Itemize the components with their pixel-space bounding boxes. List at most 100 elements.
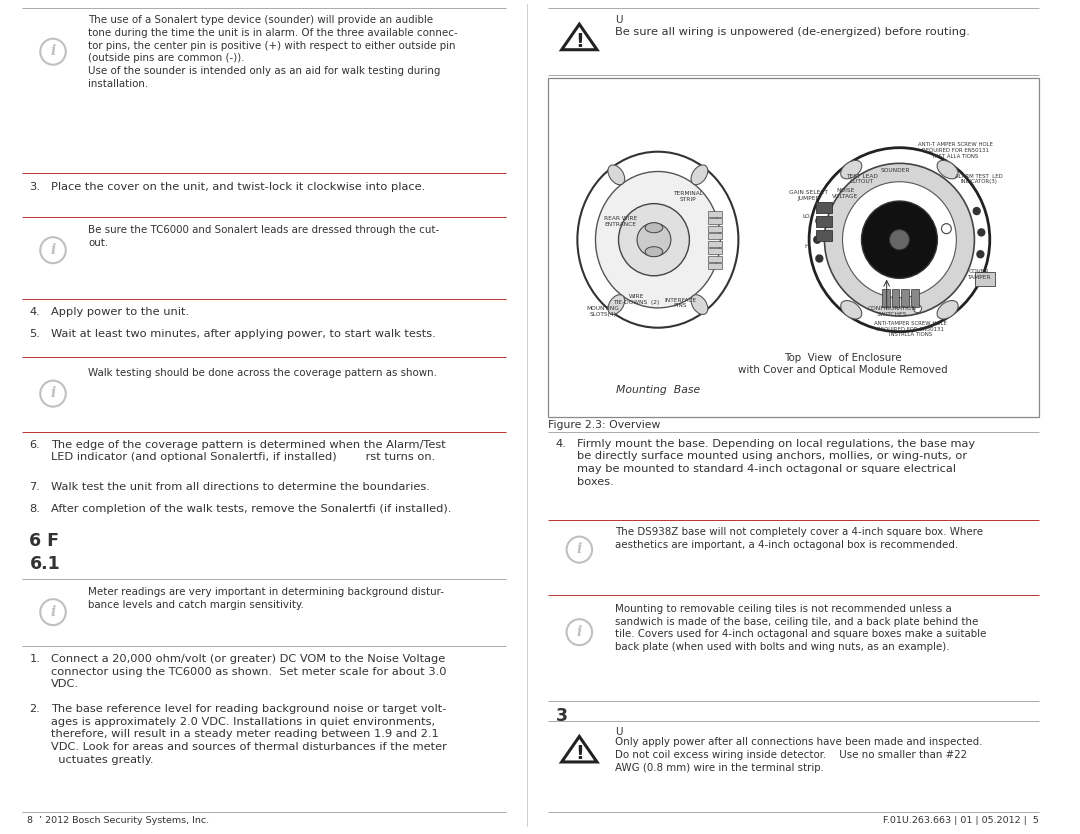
Text: Meter readings are very important in determining background distur-
bance levels: Meter readings are very important in det… — [89, 587, 444, 610]
Bar — [707, 219, 721, 224]
Circle shape — [977, 251, 984, 258]
Circle shape — [942, 224, 951, 234]
Circle shape — [842, 182, 957, 298]
Text: i: i — [51, 386, 56, 400]
Ellipse shape — [840, 300, 862, 319]
Ellipse shape — [645, 223, 663, 233]
Text: COVER
TAMPER: COVER TAMPER — [967, 269, 990, 280]
Text: ALARM TEST  LED
INDICATOR(3): ALARM TEST LED INDICATOR(3) — [955, 173, 1003, 184]
Bar — [707, 211, 721, 217]
Text: REAR WIRE
ENTRANCE: REAR WIRE ENTRANCE — [604, 216, 637, 227]
Circle shape — [815, 255, 823, 262]
Text: Top  View  of Enclosure
with Cover and Optical Module Removed: Top View of Enclosure with Cover and Opt… — [738, 354, 947, 375]
Text: i: i — [577, 625, 582, 639]
Ellipse shape — [691, 165, 707, 184]
Text: Mounting to removable ceiling tiles is not recommended unless a
sandwich is made: Mounting to removable ceiling tiles is n… — [615, 604, 986, 652]
Ellipse shape — [637, 223, 671, 256]
Bar — [816, 202, 832, 213]
Text: Apply power to the unit.: Apply power to the unit. — [51, 307, 189, 317]
Text: 3: 3 — [556, 707, 568, 726]
Ellipse shape — [937, 160, 958, 178]
Circle shape — [809, 148, 989, 332]
Ellipse shape — [608, 165, 624, 184]
Text: CONFIGURATION
SWITCHES: CONFIGURATION SWITCHES — [867, 306, 917, 317]
Circle shape — [890, 229, 909, 250]
Text: 4.: 4. — [556, 439, 567, 449]
Circle shape — [815, 218, 823, 224]
Bar — [902, 289, 909, 307]
Text: i: i — [51, 605, 56, 619]
Text: The DS938Z base will not completely cover a 4-inch square box. Where
aesthetics : The DS938Z base will not completely cove… — [615, 527, 983, 550]
Ellipse shape — [840, 160, 862, 178]
Text: 6.1: 6.1 — [29, 555, 60, 573]
Ellipse shape — [608, 294, 624, 314]
Text: NOISE
VOLTAGE: NOISE VOLTAGE — [832, 188, 859, 199]
Text: !: ! — [575, 744, 584, 763]
Text: Be sure the TC6000 and Sonalert leads are dressed through the cut-
out.: Be sure the TC6000 and Sonalert leads ar… — [89, 225, 440, 248]
Circle shape — [973, 208, 981, 214]
Text: GAIN SELECT
JUMPER: GAIN SELECT JUMPER — [789, 190, 828, 201]
Text: i: i — [51, 243, 56, 257]
Text: Firmly mount the base. Depending on local regulations, the base may
be directly : Firmly mount the base. Depending on loca… — [578, 439, 975, 487]
Text: 5.: 5. — [29, 329, 40, 339]
Text: The edge of the coverage pattern is determined when the Alarm/Test
LED indicator: The edge of the coverage pattern is dete… — [51, 440, 446, 462]
Text: U: U — [615, 727, 622, 737]
Circle shape — [814, 236, 821, 244]
Text: TEST LEAD
CUTOUT: TEST LEAD CUTOUT — [846, 173, 877, 184]
Bar — [707, 241, 721, 247]
Bar — [892, 289, 900, 307]
Ellipse shape — [645, 247, 663, 257]
Text: INTERFACE
PINS: INTERFACE PINS — [664, 298, 697, 309]
Text: Walk testing should be done across the coverage pattern as shown.: Walk testing should be done across the c… — [89, 368, 437, 378]
Text: 8.: 8. — [29, 504, 40, 514]
Text: 7.: 7. — [29, 482, 40, 492]
Bar — [881, 289, 890, 307]
Text: 2.: 2. — [29, 704, 40, 714]
Text: Figure 2.3: Overview: Figure 2.3: Overview — [548, 420, 660, 430]
Text: Mounting  Base: Mounting Base — [616, 385, 700, 395]
Text: i: i — [577, 542, 582, 556]
Circle shape — [824, 163, 974, 316]
Text: 4.: 4. — [29, 307, 40, 317]
Bar — [707, 256, 721, 262]
Text: After completion of the walk tests, remove the Sonalertfi (if installed).: After completion of the walk tests, remo… — [51, 504, 451, 514]
Text: 6 F: 6 F — [29, 532, 59, 550]
Circle shape — [914, 304, 921, 313]
Bar — [816, 216, 832, 227]
Text: i: i — [51, 44, 56, 58]
Bar — [912, 289, 919, 307]
Text: !: ! — [575, 32, 584, 51]
Text: F.01U.263.663 | 01 | 05.2012 |  5: F.01U.263.663 | 01 | 05.2012 | 5 — [883, 816, 1039, 826]
Text: Connect a 20,000 ohm/volt (or greater) DC VOM to the Noise Voltage
connector usi: Connect a 20,000 ohm/volt (or greater) D… — [51, 654, 446, 690]
Text: 3.: 3. — [29, 182, 40, 192]
Text: Walk test the unit from all directions to determine the boundaries.: Walk test the unit from all directions t… — [51, 482, 430, 492]
Text: WIRE
TIE-DOWNS  (2): WIRE TIE-DOWNS (2) — [613, 294, 660, 305]
Text: Wait at least two minutes, after applying power, to start walk tests.: Wait at least two minutes, after applyin… — [51, 329, 436, 339]
Text: The use of a Sonalert type device (sounder) will provide an audible
tone during : The use of a Sonalert type device (sound… — [89, 15, 458, 89]
Bar — [707, 249, 721, 254]
Circle shape — [977, 229, 985, 236]
Bar — [975, 273, 995, 286]
Text: SOUNDER: SOUNDER — [880, 168, 909, 173]
Text: 6.: 6. — [29, 440, 40, 450]
Text: HI: HI — [805, 244, 810, 249]
Bar — [707, 226, 721, 232]
Ellipse shape — [937, 300, 958, 319]
Text: U: U — [615, 15, 622, 25]
Text: 8  ’ 2012 Bosch Security Systems, Inc.: 8 ’ 2012 Bosch Security Systems, Inc. — [27, 816, 210, 826]
Bar — [548, 78, 1039, 417]
Text: MOUNTING
SLOTS(4): MOUNTING SLOTS(4) — [586, 306, 620, 317]
Text: 1.: 1. — [29, 654, 40, 664]
Ellipse shape — [691, 294, 707, 314]
Text: TERMINAL
STRIP: TERMINAL STRIP — [674, 191, 703, 202]
Text: Only apply power after all connections have been made and inspected.
Do not coil: Only apply power after all connections h… — [615, 737, 982, 773]
Bar — [707, 234, 721, 239]
Text: Place the cover on the unit, and twist-lock it clockwise into place.: Place the cover on the unit, and twist-l… — [51, 182, 426, 192]
Circle shape — [862, 201, 937, 279]
Text: Be sure all wiring is unpowered (de-energized) before routing.: Be sure all wiring is unpowered (de-ener… — [615, 27, 970, 37]
Text: LO: LO — [802, 214, 810, 219]
Bar — [707, 264, 721, 269]
Bar — [816, 229, 832, 241]
Ellipse shape — [578, 152, 739, 328]
Ellipse shape — [595, 172, 720, 308]
